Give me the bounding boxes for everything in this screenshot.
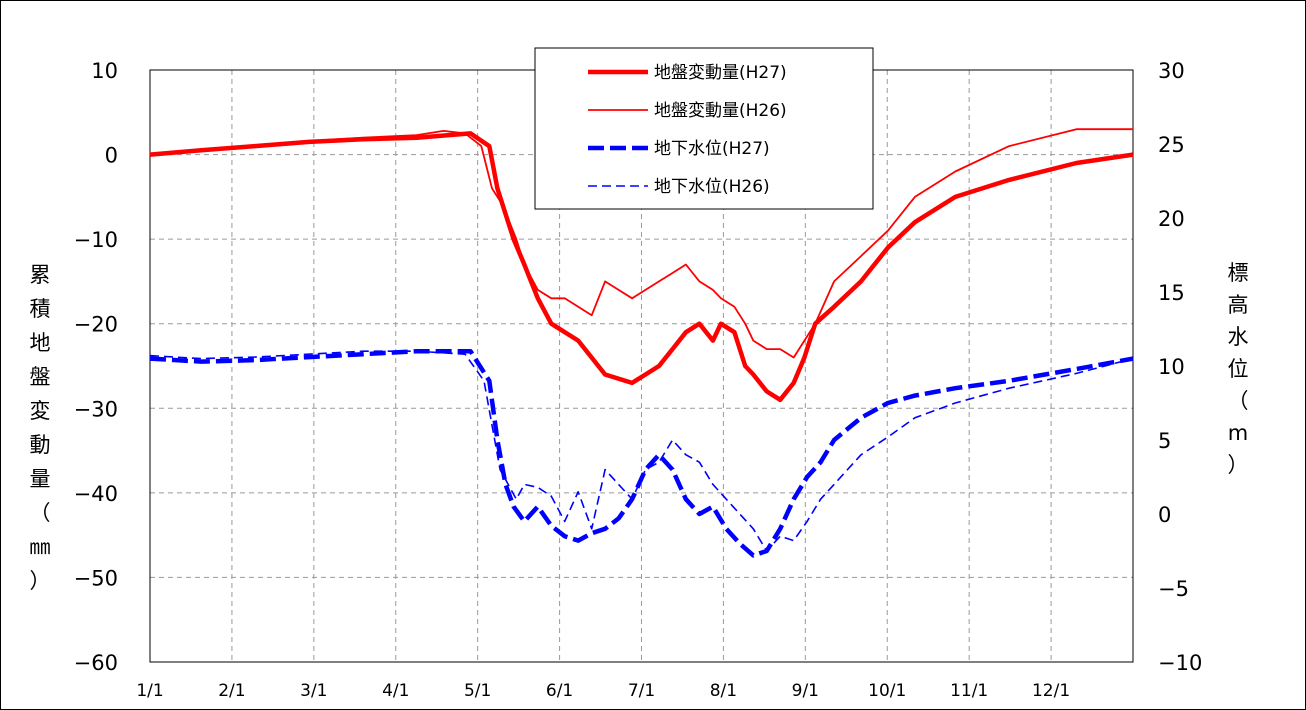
y-left-tick-label: −10 (74, 228, 118, 252)
x-tick-label: 7/1 (628, 681, 655, 701)
x-tick-label: 10/1 (868, 681, 906, 701)
y-left-label-char: ㎜ (30, 535, 51, 559)
series-line-2 (149, 128, 1133, 359)
y-left-tick-label: −20 (74, 313, 118, 337)
y-right-label-char: 水 (1228, 325, 1249, 349)
y-left-tick-label: −50 (74, 566, 118, 590)
y-left-label-char: 累 (30, 263, 51, 287)
y-left-label-char: 変 (30, 399, 51, 423)
y-right-label-char: 高 (1228, 293, 1249, 317)
y-right-tick-label: −10 (1158, 651, 1202, 675)
y-right-label-char: m (1228, 421, 1248, 445)
y-left-label-char: （ (30, 501, 51, 525)
x-tick-label: 12/1 (1032, 681, 1070, 701)
y-left-tick-label: 10 (91, 59, 118, 83)
y-right-tick-label: 30 (1158, 59, 1185, 83)
y-right-tick-label: 15 (1158, 281, 1185, 305)
legend-label: 地下水位(H27) (654, 139, 770, 159)
y-left-label-char: 地 (30, 331, 51, 355)
y-left-ticks: 10 0 −10 −20 −30 −40 −50 −60 (74, 59, 118, 675)
y-left-tick-label: −60 (74, 651, 118, 675)
y-left-tick-label: 0 (105, 144, 118, 168)
y-right-label-char: ） (1228, 453, 1249, 477)
series-line-1 (149, 131, 1134, 403)
grid (150, 70, 1133, 662)
y-left-label-char: 盤 (30, 365, 51, 389)
x-tick-label: 3/1 (300, 681, 327, 701)
y-left-label-char: 動 (30, 433, 51, 457)
y-right-tick-label: 5 (1158, 429, 1171, 453)
x-tick-label: 4/1 (382, 681, 409, 701)
legend-label: 地盤変動量(H27) (654, 63, 787, 83)
y-left-label-char: 積 (30, 297, 51, 321)
x-tick-label: 9/1 (792, 681, 819, 701)
y-left-tick-label: −40 (74, 482, 118, 506)
y-right-label-char: 標 (1228, 261, 1249, 285)
x-tick-label: 8/1 (710, 681, 737, 701)
x-tick-label: 5/1 (464, 681, 491, 701)
series-line-3 (149, 348, 1134, 558)
x-tick-label: 1/1 (136, 681, 163, 701)
y-right-ticks: 30 25 20 15 10 5 0 −5 −10 (1158, 59, 1202, 675)
y-right-tick-label: −5 (1158, 577, 1189, 601)
x-ticks: 1/1 2/1 3/1 4/1 5/1 6/1 7/1 8/1 9/1 10/1 11/1 12/1 (136, 681, 1070, 701)
y-right-tick-label: 20 (1158, 207, 1185, 231)
y-left-label-char: 量 (30, 467, 51, 491)
x-tick-label: 2/1 (218, 681, 245, 701)
y-right-tick-label: 10 (1158, 355, 1185, 379)
series-group (149, 128, 1134, 558)
y-right-label-char: 位 (1228, 357, 1249, 381)
y-right-tick-label: 25 (1158, 133, 1185, 157)
legend-label: 地盤変動量(H26) (654, 101, 787, 121)
x-tick-label: 6/1 (546, 681, 573, 701)
x-tick-label: 11/1 (950, 681, 988, 701)
y-right-label-char: （ (1228, 389, 1249, 413)
series-line-4 (149, 350, 1134, 552)
legend: 地盤変動量(H27) 地盤変動量(H26) 地下水位(H27) 地下水位(H26) (534, 47, 874, 210)
legend-label: 地下水位(H26) (654, 177, 770, 197)
legend-box (534, 47, 874, 210)
y-left-label-char: ） (30, 569, 51, 593)
y-left-tick-label: −30 (74, 397, 118, 421)
y-right-tick-label: 0 (1158, 503, 1171, 527)
